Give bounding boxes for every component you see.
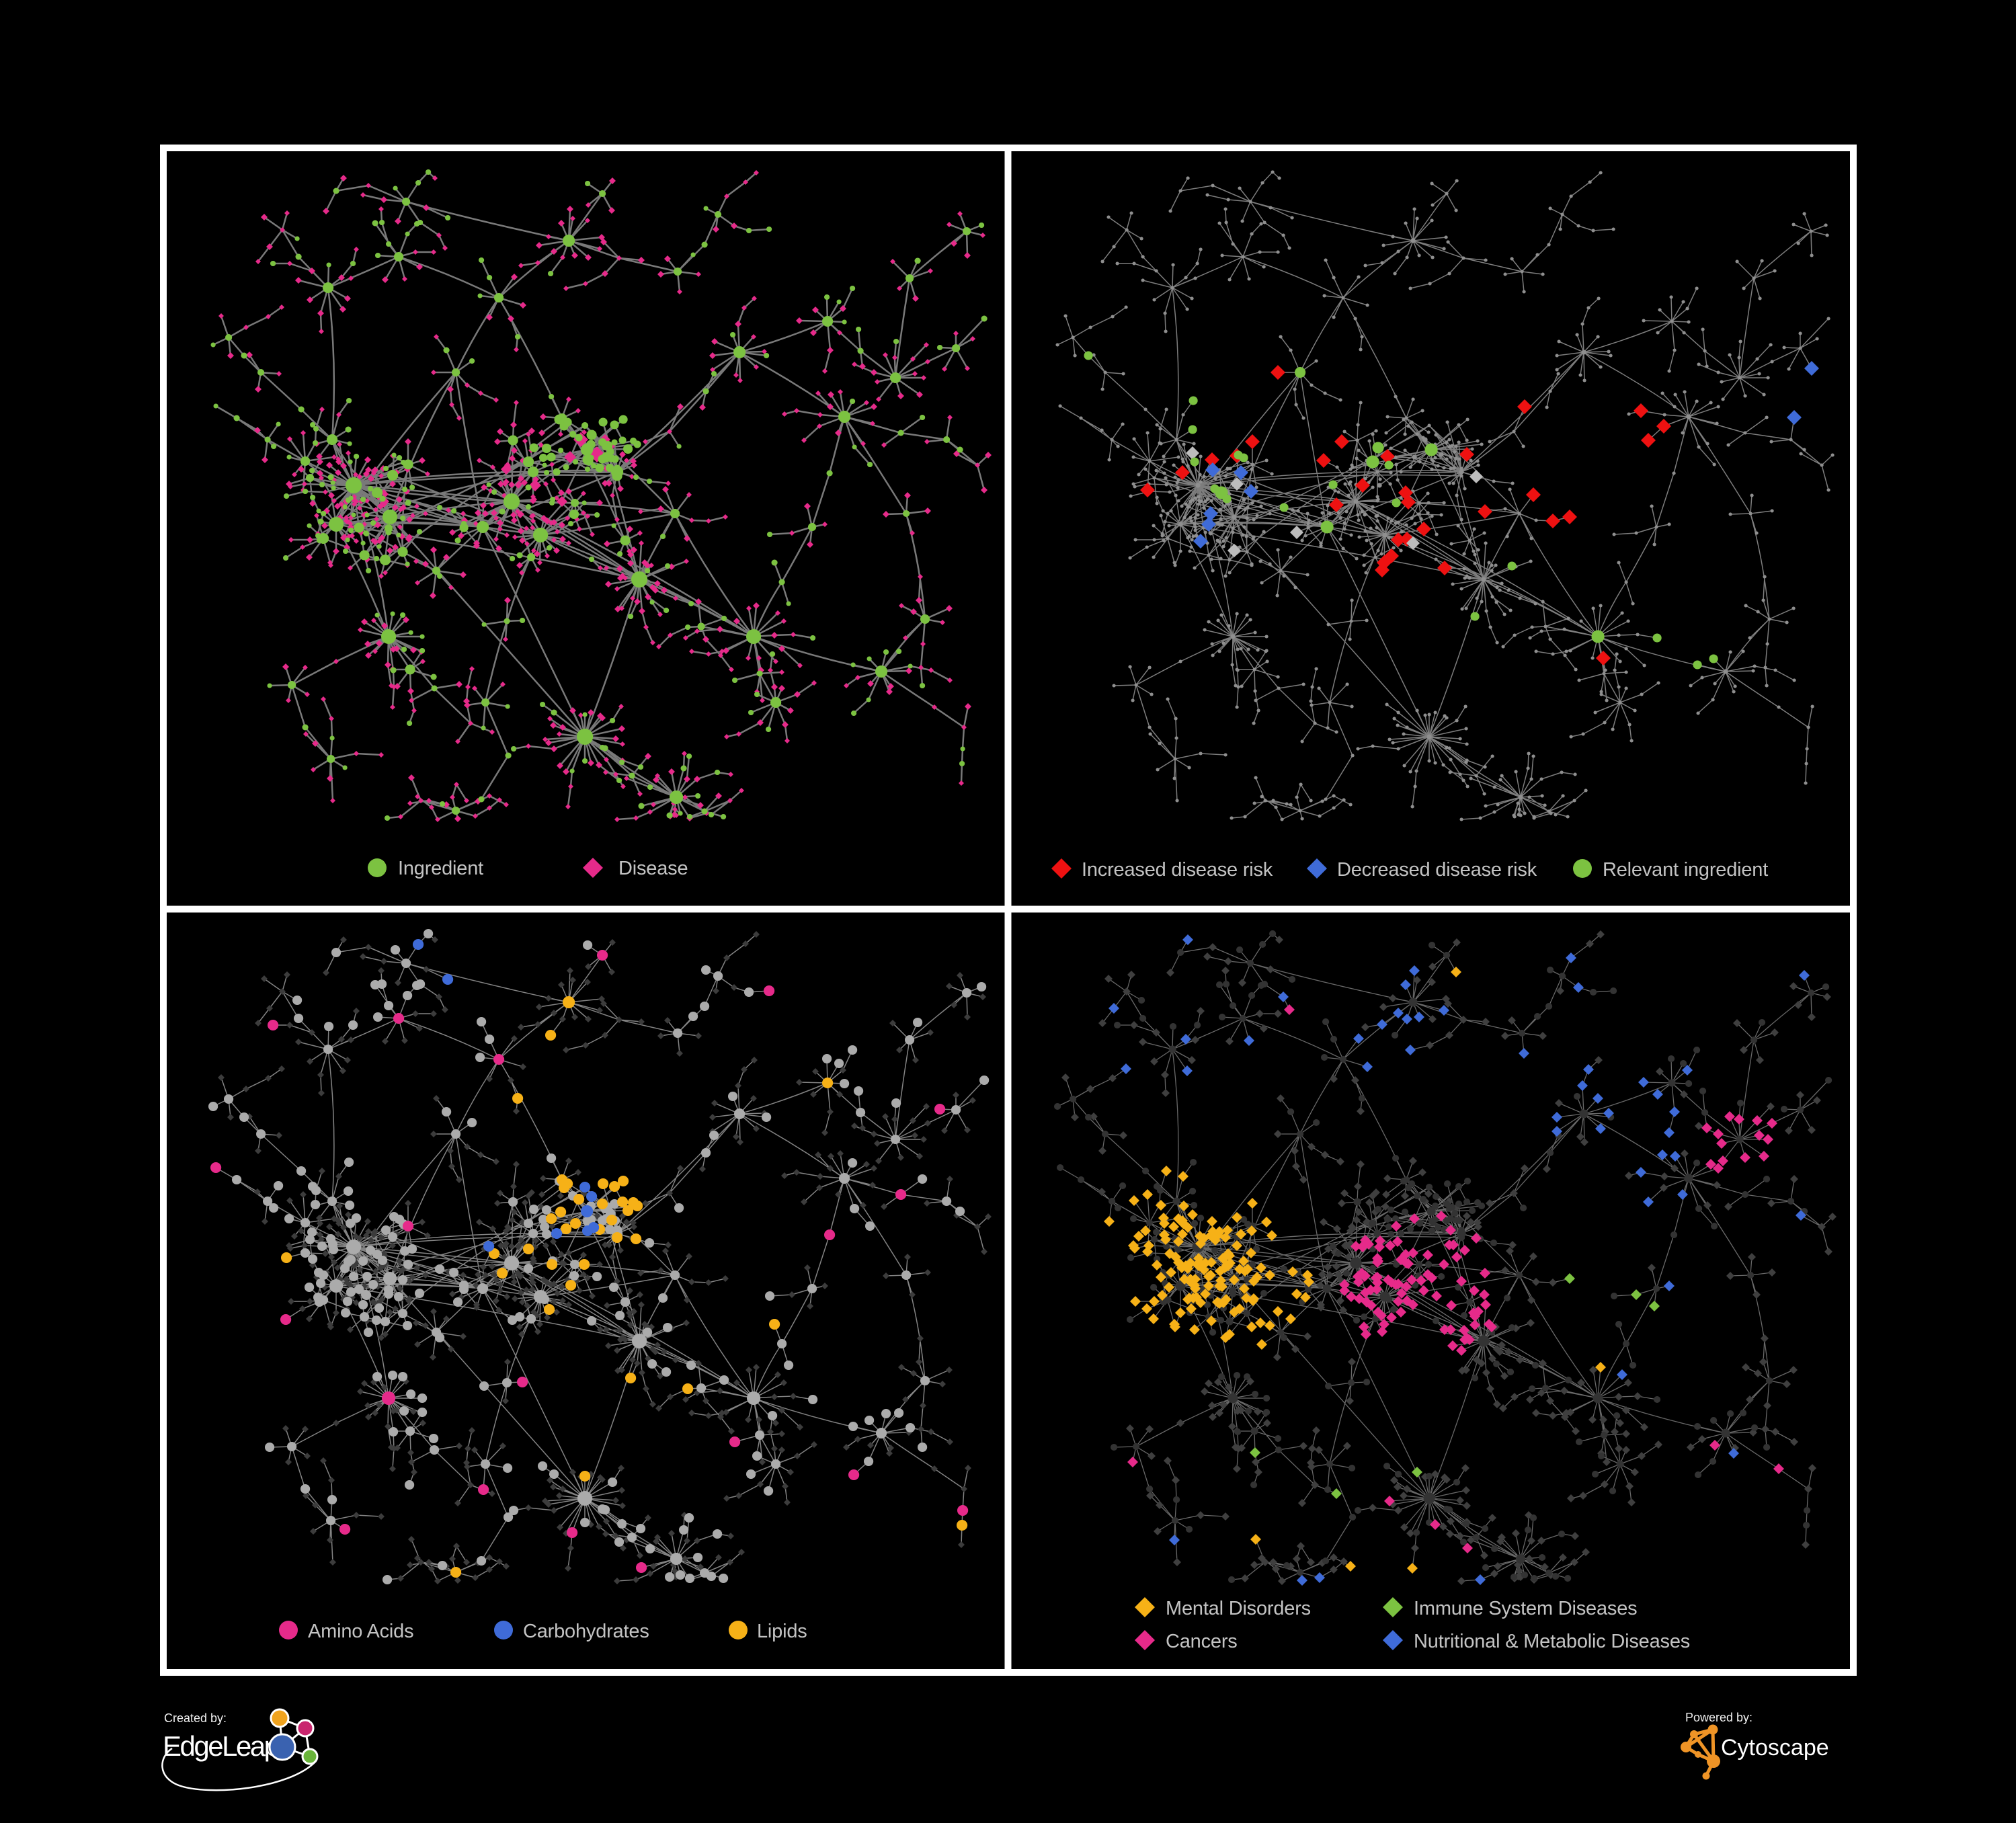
svg-text:Lipids: Lipids — [757, 1621, 807, 1642]
svg-text:Nutritional & Metabolic Diseas: Nutritional & Metabolic Diseases — [1414, 1631, 1690, 1652]
svg-text:Immune System Diseases: Immune System Diseases — [1414, 1598, 1637, 1619]
svg-text:Carbohydrates: Carbohydrates — [523, 1621, 649, 1642]
svg-text:Ingredient: Ingredient — [398, 858, 483, 879]
svg-text:Powered by:: Powered by: — [1685, 1711, 1752, 1724]
svg-text:EdgeLeap: EdgeLeap — [163, 1730, 279, 1762]
svg-text:Amino Acids: Amino Acids — [308, 1621, 413, 1642]
svg-text:Relevant ingredient: Relevant ingredient — [1603, 859, 1768, 881]
svg-text:Increased disease risk: Increased disease risk — [1082, 859, 1273, 881]
svg-text:Decreased disease risk: Decreased disease risk — [1337, 859, 1537, 881]
svg-text:Created by:: Created by: — [164, 1711, 227, 1725]
svg-text:Mental Disorders: Mental Disorders — [1166, 1598, 1311, 1619]
svg-text:Cytoscape: Cytoscape — [1721, 1735, 1829, 1760]
svg-text:Cancers: Cancers — [1166, 1631, 1238, 1652]
svg-text:Disease: Disease — [618, 858, 688, 879]
